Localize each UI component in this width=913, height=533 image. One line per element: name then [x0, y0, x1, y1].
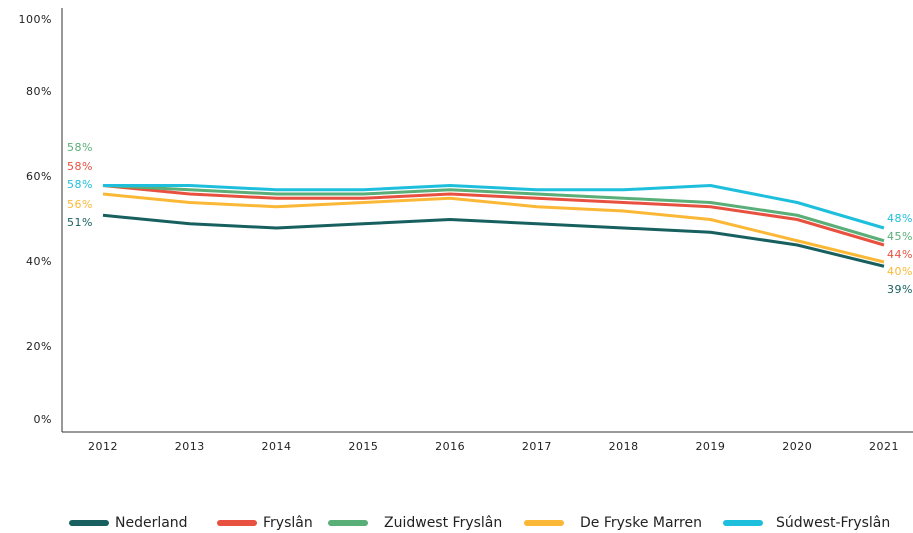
data-label: 40% — [887, 265, 913, 278]
legend-label: Súdwest-Fryslân — [776, 515, 890, 531]
y-tick-label: 0% — [34, 413, 52, 426]
series-line — [102, 184, 885, 247]
data-label: 58% — [67, 178, 93, 191]
data-label: 58% — [67, 160, 93, 173]
y-tick-label: 100% — [19, 13, 52, 26]
data-label: 56% — [67, 198, 93, 211]
legend-label: Nederland — [115, 515, 188, 531]
y-tick-label: 40% — [26, 255, 52, 268]
series-line — [102, 192, 885, 264]
legend-label: De Fryske Marren — [580, 515, 702, 531]
x-tick-label: 2019 — [695, 440, 725, 453]
series-line — [102, 213, 885, 268]
x-tick-label: 2016 — [435, 440, 465, 453]
series-line — [102, 184, 885, 243]
data-label: 48% — [887, 212, 913, 225]
legend-label: Fryslân — [263, 515, 313, 531]
series-line — [103, 184, 885, 230]
x-tick-label: 2020 — [782, 440, 812, 453]
x-tick-label: 2014 — [262, 440, 292, 453]
legend-label: Zuidwest Fryslân — [384, 515, 502, 531]
y-tick-label: 60% — [26, 170, 52, 183]
x-tick-label: 2021 — [869, 440, 899, 453]
x-tick-label: 2017 — [522, 440, 552, 453]
data-label: 44% — [887, 248, 913, 261]
data-label: 45% — [887, 230, 913, 243]
x-tick-label: 2018 — [609, 440, 639, 453]
x-tick-label: 2012 — [88, 440, 118, 453]
y-tick-label: 80% — [26, 85, 52, 98]
data-label: 51% — [67, 216, 93, 229]
x-tick-label: 2013 — [175, 440, 205, 453]
x-tick-label: 2015 — [348, 440, 378, 453]
data-label: 58% — [67, 141, 93, 154]
y-tick-label: 20% — [26, 340, 52, 353]
data-label: 39% — [887, 283, 913, 296]
